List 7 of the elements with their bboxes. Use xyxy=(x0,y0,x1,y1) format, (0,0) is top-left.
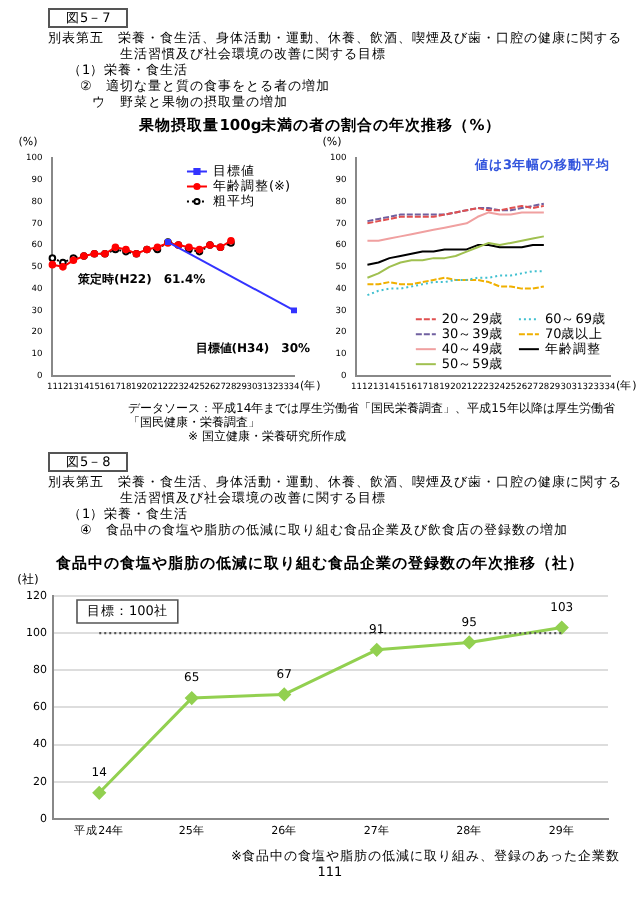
point xyxy=(92,786,106,800)
point xyxy=(370,643,384,657)
line-series xyxy=(366,270,545,297)
point xyxy=(277,687,291,701)
point xyxy=(185,691,199,705)
point xyxy=(555,621,569,635)
point xyxy=(462,635,476,649)
